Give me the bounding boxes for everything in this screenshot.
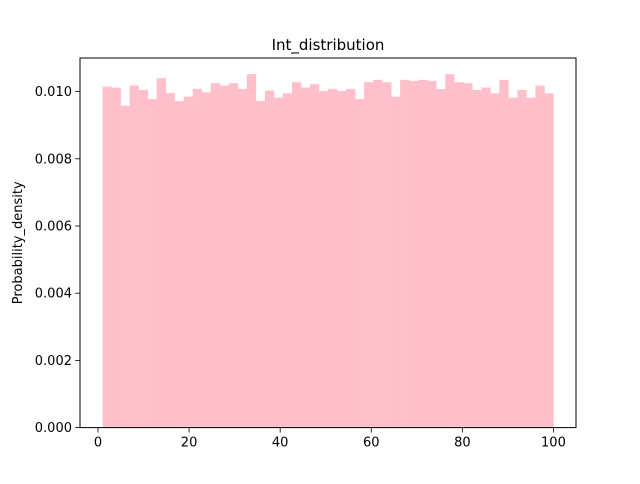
histogram-bar <box>111 87 121 428</box>
histogram-bar <box>328 88 338 428</box>
histogram-bar <box>472 89 482 428</box>
histogram-bar <box>165 92 175 428</box>
y-tick-label: 0.004 <box>35 287 72 302</box>
histogram-bar <box>373 79 383 428</box>
histogram-bar <box>147 98 157 428</box>
histogram-bar <box>237 88 248 428</box>
x-tick-label: 0 <box>94 436 102 451</box>
histogram-bar <box>309 84 320 428</box>
y-tick-label: 0.002 <box>35 354 72 369</box>
histogram-bar <box>210 83 221 428</box>
histogram-bar <box>391 96 401 428</box>
histogram-bar <box>463 83 473 428</box>
histogram-bar <box>255 101 266 428</box>
histogram-bar <box>318 90 329 428</box>
histogram-bar <box>508 97 518 428</box>
histogram-bars <box>102 74 554 428</box>
histogram-bar <box>364 82 374 428</box>
histogram-bar <box>382 82 392 428</box>
histogram-bar <box>228 83 239 428</box>
y-axis-label: Probability_density <box>11 181 26 304</box>
histogram-bar <box>337 90 347 428</box>
histogram-bar <box>436 88 446 428</box>
histogram-bar <box>499 79 509 428</box>
x-axis-ticks: 0 20 40 60 80 100 <box>94 427 566 451</box>
histogram-bar <box>120 105 130 428</box>
histogram-bar <box>355 98 365 428</box>
x-tick-label: 100 <box>541 436 566 451</box>
x-tick-label: 60 <box>363 436 380 451</box>
histogram-bar <box>219 85 230 428</box>
histogram-bar <box>183 96 194 428</box>
histogram-bar <box>201 92 212 428</box>
histogram-bar <box>445 74 455 428</box>
histogram-bar <box>102 86 112 428</box>
y-tick-label: 0.000 <box>35 421 72 436</box>
histogram-bar <box>544 93 554 428</box>
x-tick-label: 20 <box>181 436 198 451</box>
y-tick-label: 0.008 <box>35 152 72 167</box>
histogram-bar <box>129 85 139 428</box>
histogram-bar <box>454 82 464 428</box>
y-axis-ticks: 0.000 0.002 0.004 0.006 0.008 0.010 <box>35 85 80 436</box>
histogram-bar <box>517 89 527 428</box>
histogram-bar <box>300 87 311 428</box>
y-tick-label: 0.010 <box>35 85 72 100</box>
histogram-bar <box>174 101 185 428</box>
histogram-bar <box>526 97 536 428</box>
histogram-bar <box>138 89 148 428</box>
y-tick-label: 0.006 <box>35 220 72 235</box>
x-tick-label: 40 <box>272 436 289 451</box>
plot-frame <box>79 57 577 429</box>
histogram-bar <box>282 93 293 428</box>
histogram-bar <box>156 78 166 428</box>
histogram-bar <box>409 80 419 428</box>
histogram-bar <box>264 90 275 428</box>
histogram-bar <box>535 85 545 428</box>
histogram-bar <box>427 80 437 428</box>
histogram-bar <box>481 87 491 428</box>
histogram-bar <box>273 97 284 428</box>
histogram-bar <box>490 93 500 428</box>
histogram-bar <box>291 82 302 428</box>
histogram-bar <box>400 79 410 428</box>
x-tick-label: 80 <box>454 436 471 451</box>
histogram-bar <box>418 79 428 428</box>
chart-title: Int_distribution <box>272 36 385 55</box>
histogram-bar <box>246 74 257 428</box>
histogram-bar <box>346 88 356 428</box>
histogram-bar <box>192 88 203 428</box>
